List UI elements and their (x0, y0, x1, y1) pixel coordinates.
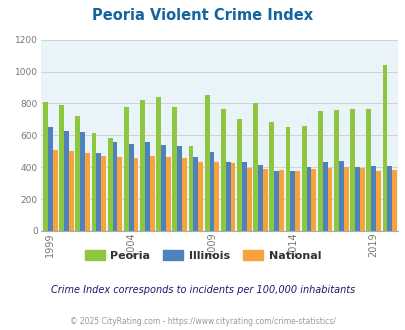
Bar (285, 127, 290, 231)
Bar (365, 109, 370, 231)
Text: Peoria Violent Crime Index: Peoria Violent Crime Index (92, 8, 313, 23)
Bar (370, 166, 375, 231)
Bar (177, 146, 181, 231)
Bar (306, 167, 311, 231)
Bar (59, 105, 64, 231)
Bar (220, 109, 225, 231)
Bar (166, 157, 171, 231)
Bar (246, 168, 251, 231)
Bar (128, 144, 133, 231)
Bar (193, 157, 198, 231)
Bar (161, 145, 166, 231)
Bar (382, 65, 386, 231)
Bar (75, 116, 80, 231)
Text: Crime Index corresponds to incidents per 100,000 inhabitants: Crime Index corresponds to incidents per… (51, 285, 354, 295)
Bar (253, 103, 258, 231)
Bar (96, 153, 101, 231)
Bar (124, 107, 128, 231)
Bar (301, 126, 306, 231)
Bar (225, 162, 230, 231)
Bar (262, 169, 267, 231)
Bar (198, 162, 202, 231)
Bar (333, 110, 338, 231)
Bar (386, 166, 391, 231)
Bar (156, 97, 161, 231)
Bar (343, 167, 348, 231)
Legend: Peoria, Illinois, National: Peoria, Illinois, National (82, 248, 323, 263)
Bar (375, 171, 380, 231)
Bar (273, 171, 278, 231)
Bar (43, 102, 48, 231)
Bar (91, 133, 96, 231)
Bar (209, 152, 214, 231)
Bar (188, 147, 193, 231)
Bar (391, 170, 396, 231)
Bar (80, 132, 85, 231)
Bar (133, 158, 138, 231)
Bar (338, 161, 343, 231)
Bar (237, 119, 241, 231)
Bar (311, 169, 315, 231)
Bar (290, 171, 294, 231)
Bar (149, 156, 154, 231)
Bar (278, 170, 283, 231)
Bar (64, 131, 69, 231)
Bar (112, 143, 117, 231)
Bar (181, 158, 186, 231)
Bar (101, 156, 106, 231)
Bar (140, 100, 145, 231)
Bar (117, 157, 122, 231)
Bar (317, 111, 322, 231)
Bar (48, 127, 53, 231)
Bar (145, 143, 149, 231)
Bar (204, 95, 209, 231)
Bar (172, 107, 177, 231)
Bar (354, 167, 359, 231)
Bar (294, 171, 299, 231)
Bar (359, 168, 364, 231)
Bar (269, 122, 273, 231)
Bar (322, 162, 327, 231)
Bar (350, 109, 354, 231)
Bar (241, 162, 246, 231)
Bar (327, 168, 332, 231)
Bar (214, 162, 219, 231)
Bar (107, 139, 112, 231)
Bar (69, 151, 74, 231)
Bar (258, 165, 262, 231)
Bar (85, 153, 90, 231)
Text: © 2025 CityRating.com - https://www.cityrating.com/crime-statistics/: © 2025 CityRating.com - https://www.city… (70, 317, 335, 326)
Bar (230, 163, 235, 231)
Bar (53, 150, 58, 231)
